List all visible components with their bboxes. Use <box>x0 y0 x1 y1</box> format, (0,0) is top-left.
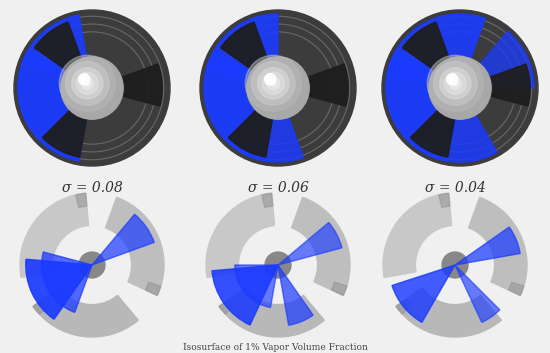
Wedge shape <box>455 227 520 265</box>
Wedge shape <box>392 265 455 322</box>
Wedge shape <box>469 197 527 295</box>
Wedge shape <box>386 51 460 161</box>
Circle shape <box>429 57 491 119</box>
Circle shape <box>61 57 123 119</box>
Circle shape <box>20 193 164 337</box>
Circle shape <box>444 72 466 94</box>
Wedge shape <box>33 299 49 314</box>
Wedge shape <box>460 31 534 88</box>
Wedge shape <box>455 265 500 322</box>
Wedge shape <box>35 22 92 88</box>
Wedge shape <box>42 252 92 312</box>
Circle shape <box>245 55 301 112</box>
Wedge shape <box>410 88 460 157</box>
Wedge shape <box>332 282 347 295</box>
Circle shape <box>439 68 471 99</box>
Wedge shape <box>241 88 304 162</box>
Circle shape <box>84 80 90 86</box>
Circle shape <box>79 252 105 278</box>
Wedge shape <box>212 265 278 325</box>
Circle shape <box>447 74 458 85</box>
Wedge shape <box>20 193 89 277</box>
Wedge shape <box>460 64 530 106</box>
Wedge shape <box>396 288 501 337</box>
Text: σ = 0.06: σ = 0.06 <box>248 181 309 195</box>
Wedge shape <box>221 22 278 88</box>
Circle shape <box>59 55 116 112</box>
Circle shape <box>267 76 272 81</box>
Circle shape <box>206 193 350 337</box>
Circle shape <box>382 10 538 166</box>
Wedge shape <box>206 193 274 277</box>
Wedge shape <box>228 88 278 157</box>
Circle shape <box>433 61 477 105</box>
Text: σ = 0.04: σ = 0.04 <box>425 181 486 195</box>
Wedge shape <box>278 265 313 325</box>
Wedge shape <box>219 288 324 337</box>
Circle shape <box>449 76 454 81</box>
Wedge shape <box>262 193 273 208</box>
Wedge shape <box>18 51 92 161</box>
Circle shape <box>258 68 289 99</box>
Wedge shape <box>146 282 161 295</box>
Circle shape <box>79 74 90 85</box>
Circle shape <box>267 77 279 90</box>
Wedge shape <box>396 299 412 314</box>
Circle shape <box>270 80 277 86</box>
Circle shape <box>452 80 459 86</box>
Circle shape <box>81 77 94 90</box>
Circle shape <box>383 193 527 337</box>
Wedge shape <box>219 299 235 314</box>
Wedge shape <box>92 214 154 265</box>
Circle shape <box>81 76 86 81</box>
Wedge shape <box>387 14 485 88</box>
Wedge shape <box>278 222 342 265</box>
Wedge shape <box>92 64 162 106</box>
Circle shape <box>14 10 170 166</box>
Wedge shape <box>439 193 450 208</box>
Wedge shape <box>235 265 278 307</box>
Circle shape <box>76 72 98 94</box>
Wedge shape <box>42 88 92 157</box>
Circle shape <box>442 252 468 278</box>
Text: σ = 0.08: σ = 0.08 <box>62 181 123 195</box>
Circle shape <box>265 74 276 85</box>
Wedge shape <box>292 197 350 295</box>
Wedge shape <box>26 259 92 319</box>
Wedge shape <box>206 14 278 88</box>
Circle shape <box>72 68 103 99</box>
Circle shape <box>65 61 109 105</box>
Wedge shape <box>204 51 278 161</box>
Wedge shape <box>278 64 348 106</box>
Wedge shape <box>412 88 497 162</box>
Circle shape <box>247 57 309 119</box>
Circle shape <box>427 55 483 112</box>
Wedge shape <box>383 193 452 277</box>
Wedge shape <box>509 282 524 295</box>
Text: Isosurface of 1% Vapor Volume Fraction: Isosurface of 1% Vapor Volume Fraction <box>183 342 367 352</box>
Circle shape <box>265 252 291 278</box>
Circle shape <box>262 72 284 94</box>
Circle shape <box>251 61 295 105</box>
Wedge shape <box>33 288 138 337</box>
Wedge shape <box>106 197 164 295</box>
Circle shape <box>449 77 461 90</box>
Wedge shape <box>23 15 92 88</box>
Circle shape <box>200 10 356 166</box>
Wedge shape <box>403 22 460 88</box>
Wedge shape <box>76 193 87 208</box>
